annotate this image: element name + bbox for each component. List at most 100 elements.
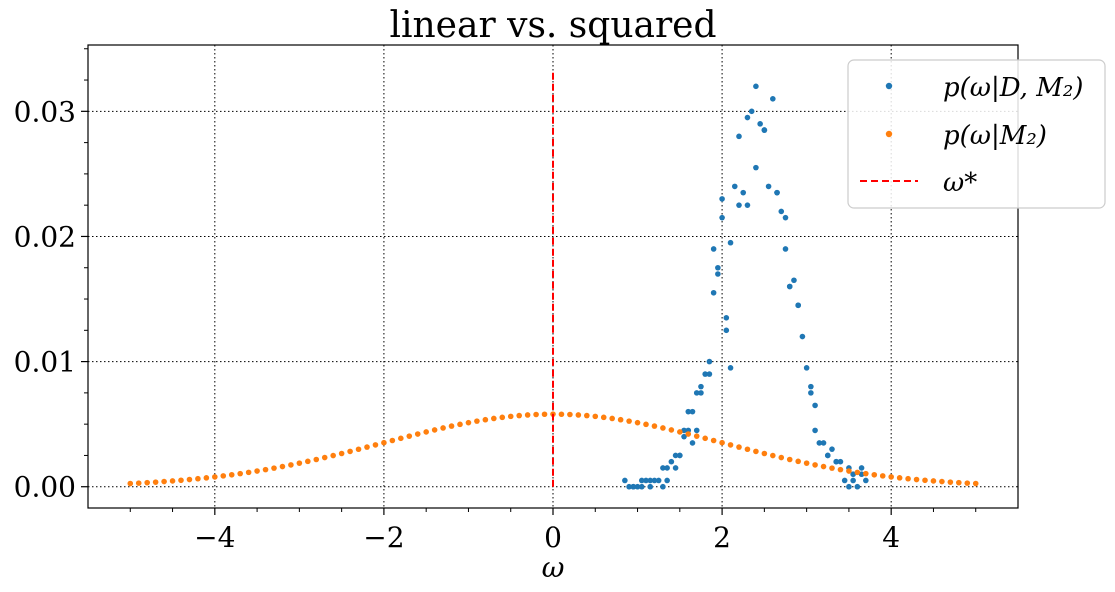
posterior-point <box>622 477 628 484</box>
posterior-point <box>715 271 721 277</box>
prior-point <box>381 439 387 446</box>
posterior-point <box>858 465 865 471</box>
posterior-point <box>799 333 806 340</box>
posterior-point <box>812 427 818 434</box>
prior-point <box>524 412 531 418</box>
legend-marker-posterior <box>885 82 893 90</box>
prior-point <box>203 475 210 481</box>
posterior-point <box>731 183 738 190</box>
prior-point <box>939 478 945 485</box>
posterior-point <box>757 121 763 127</box>
prior-point <box>288 462 294 468</box>
prior-point <box>964 480 971 486</box>
posterior-point <box>744 202 751 208</box>
posterior-point <box>824 452 831 459</box>
posterior-point <box>803 365 810 371</box>
posterior-point <box>719 196 725 202</box>
posterior-point <box>808 390 814 396</box>
posterior-point <box>782 246 789 252</box>
posterior-point <box>638 483 645 490</box>
prior-point <box>178 477 184 484</box>
prior-point <box>423 429 429 435</box>
posterior-point <box>863 477 869 484</box>
prior-point <box>567 411 573 418</box>
posterior-point <box>748 108 755 115</box>
posterior-point <box>698 390 704 396</box>
posterior-point <box>858 471 865 478</box>
prior-point <box>896 475 903 481</box>
prior-point <box>592 413 599 420</box>
prior-point <box>313 456 320 463</box>
prior-point <box>922 477 928 484</box>
posterior-point <box>706 358 713 365</box>
prior-point <box>947 479 954 485</box>
prior-point <box>660 425 666 431</box>
y-tick-label: 0.03 <box>14 95 76 128</box>
posterior-point <box>638 477 645 484</box>
prior-point <box>127 480 134 487</box>
prior-point <box>685 431 692 437</box>
prior-point <box>584 412 590 419</box>
prior-point <box>558 411 565 418</box>
prior-point <box>888 474 894 480</box>
posterior-point <box>693 427 700 434</box>
prior-point <box>677 429 683 435</box>
posterior-point <box>672 465 679 471</box>
posterior-point <box>664 465 670 471</box>
prior-point <box>474 418 480 424</box>
posterior-point <box>693 390 700 396</box>
prior-point <box>795 458 801 465</box>
prior-point <box>186 476 193 483</box>
prior-point <box>135 480 142 486</box>
prior-point <box>195 475 201 482</box>
x-tick-label: −4 <box>194 521 235 554</box>
prior-point <box>305 458 311 465</box>
prior-point <box>338 450 345 457</box>
posterior-point <box>786 283 793 290</box>
posterior-point <box>689 408 696 415</box>
prior-point <box>237 470 243 477</box>
prior-point <box>220 473 227 479</box>
posterior-point <box>736 202 742 208</box>
prior-point <box>829 465 835 471</box>
posterior-point <box>841 477 848 484</box>
prior-point <box>355 446 362 453</box>
prior-point <box>863 470 869 477</box>
prior-point <box>406 433 413 439</box>
prior-point <box>364 444 370 450</box>
prior-point <box>609 415 615 422</box>
posterior-point <box>753 164 759 171</box>
posterior-point <box>740 189 747 196</box>
prior-point <box>431 427 438 433</box>
posterior-point <box>689 440 696 446</box>
posterior-point <box>715 264 721 271</box>
prior-point <box>871 471 878 478</box>
legend-marker-prior <box>885 130 893 138</box>
prior-point <box>719 439 725 446</box>
x-tick-label: 4 <box>882 521 900 554</box>
posterior-point <box>770 96 776 102</box>
prior-point <box>457 421 463 428</box>
prior-point <box>761 450 768 457</box>
prior-point <box>499 414 506 421</box>
posterior-point <box>778 208 785 215</box>
posterior-point <box>736 133 742 140</box>
prior-point <box>778 454 785 461</box>
prior-point <box>905 475 911 482</box>
prior-point <box>693 433 700 439</box>
prior-point <box>710 437 717 444</box>
prior-point <box>668 427 675 433</box>
prior-point <box>812 462 818 468</box>
legend-frame <box>847 59 1106 209</box>
prior-point <box>753 448 759 455</box>
prior-point <box>575 412 582 418</box>
prior-point <box>440 425 446 431</box>
prior-point <box>770 452 776 459</box>
prior-point <box>533 411 539 418</box>
posterior-point <box>833 458 840 465</box>
posterior-point <box>710 289 717 296</box>
prior-point <box>727 442 734 448</box>
prior-point <box>879 473 886 479</box>
posterior-point <box>677 452 683 459</box>
prior-point <box>846 468 852 474</box>
